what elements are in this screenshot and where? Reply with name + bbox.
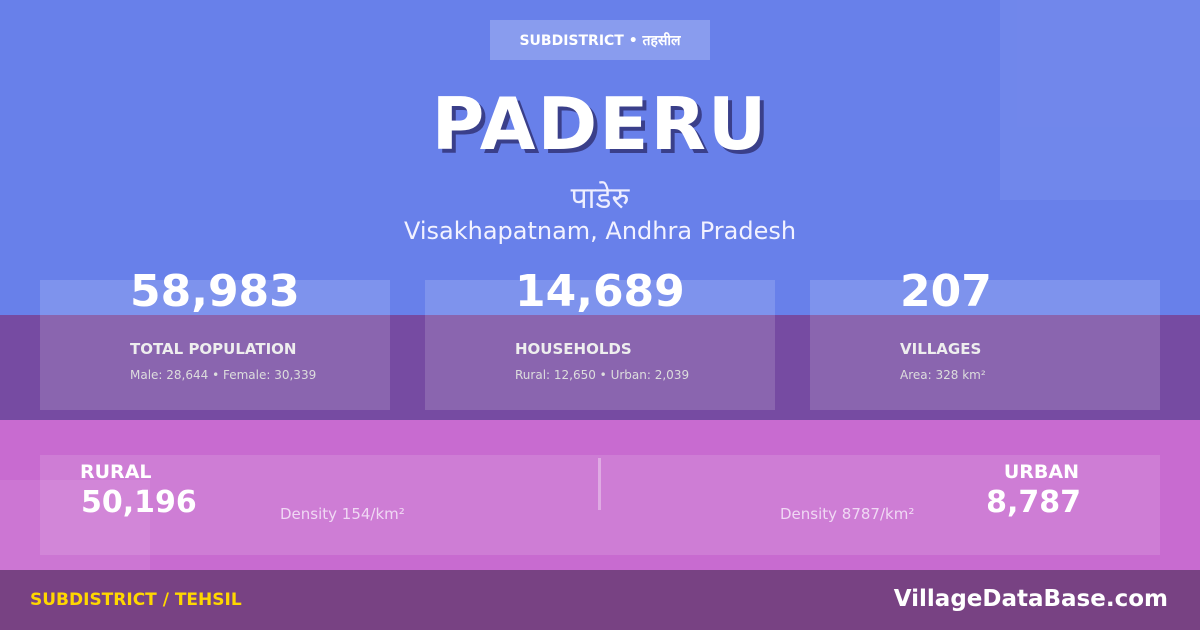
urban-value: 8,787 [986,485,1081,520]
stat-sub: Male: 28,644 • Female: 30,339 [130,368,317,382]
rural-urban-band [0,420,1200,570]
brand-link[interactable]: VillageDataBase.com [893,586,1168,612]
urban-density: Density 8787/km² [780,505,915,523]
stat-card-population: 58,983 TOTAL POPULATION Male: 28,644 • F… [40,266,390,410]
footer-label: SUBDISTRICT / TEHSIL [30,590,242,610]
rural-density: Density 154/km² [280,505,405,523]
stat-card-households: 14,689 HOUSEHOLDS Rural: 12,650 • Urban:… [425,266,775,410]
type-badge: SUBDISTRICT • तहसील [490,20,710,60]
urban-label: URBAN [1003,461,1079,483]
stat-label: HOUSEHOLDS [515,340,632,358]
decorative-square [0,480,150,570]
decorative-square [1000,0,1200,200]
footer [0,570,1200,630]
page-title: PADERU [431,82,769,166]
stats-band [0,315,1200,420]
stat-card-villages: 207 VILLAGES Area: 328 km² [810,266,1160,410]
stat-label: VILLAGES [900,340,982,358]
rural-urban-panel [40,455,1160,555]
stat-label: TOTAL POPULATION [130,340,297,358]
header-background [0,0,1200,315]
stat-sub: Rural: 12,650 • Urban: 2,039 [515,368,690,382]
divider [598,458,601,510]
location: Visakhapatnam, Andhra Pradesh [403,217,797,245]
stat-value: 58,983 [130,266,300,317]
stat-sub: Area: 328 km² [900,368,986,382]
stat-value: 14,689 [515,266,685,317]
stat-value: 207 [900,266,992,317]
rural-value: 50,196 [81,485,197,520]
title-hindi: पाडेरु [570,181,630,216]
rural-label: RURAL [80,461,152,483]
